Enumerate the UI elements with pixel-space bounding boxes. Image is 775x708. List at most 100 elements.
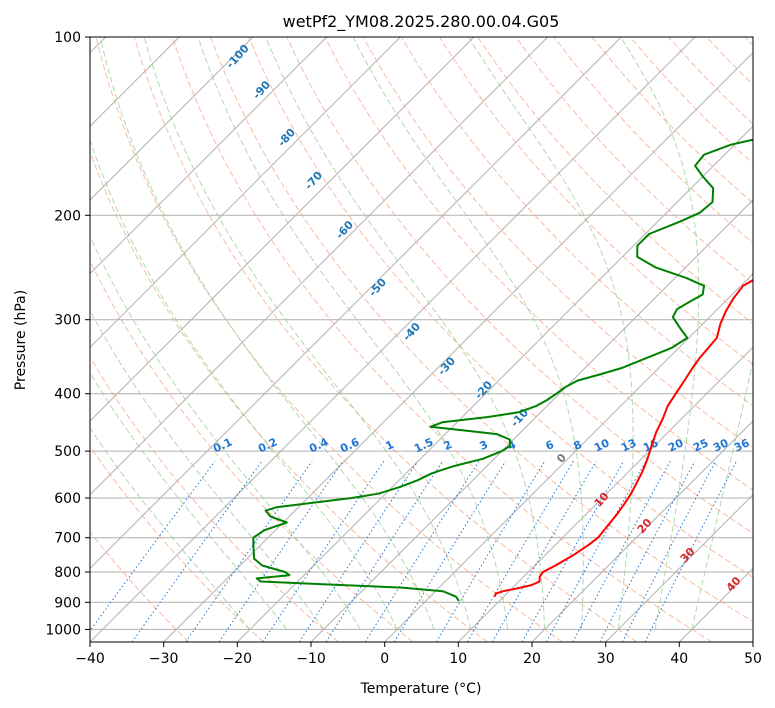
- dry-adiabat-line: [90, 445, 264, 642]
- mixing-ratio-line: [435, 460, 546, 642]
- x-tick-label: 50: [744, 651, 762, 667]
- isotherm-line: [752, 641, 753, 642]
- dry-adiabat-line: [95, 37, 563, 642]
- mixing-ratio-label: 10: [592, 436, 612, 454]
- x-tick-label: −20: [223, 651, 253, 667]
- dry-adiabat-label: 20: [635, 516, 655, 536]
- isotherm-line: [310, 199, 753, 642]
- x-tick-label: −10: [296, 651, 326, 667]
- x-tick-label: 40: [670, 651, 688, 667]
- dry-adiabat-line: [90, 531, 190, 642]
- dry-adiabat-line: [400, 37, 753, 407]
- isotherm-line: [605, 493, 753, 642]
- dry-adiabat-line: [90, 259, 414, 642]
- moist-adiabat-line: [691, 358, 753, 630]
- moist-adiabat-line: [265, 37, 546, 630]
- mixing-ratio-line: [90, 460, 216, 632]
- moist-adiabat-line: [197, 37, 509, 630]
- dry-adiabat-label: -60: [333, 218, 356, 242]
- isotherm-line: [90, 37, 475, 422]
- y-axis-label: Pressure (hPa): [13, 290, 29, 390]
- isotherm-line: [90, 37, 401, 349]
- moist-adiabat-line: [90, 138, 398, 630]
- mixing-ratio-line: [545, 460, 647, 642]
- dry-adiabat-line: [553, 37, 753, 244]
- mixing-ratio-line: [521, 460, 625, 642]
- plot-frame: [89, 36, 754, 643]
- dewpoint-profile-line: [252, 138, 753, 602]
- x-tick-label: 20: [523, 651, 541, 667]
- isotherm-line: [457, 346, 753, 642]
- isotherm-line: [90, 37, 549, 496]
- isotherm-line: [384, 272, 753, 642]
- grid-lines: [90, 37, 753, 642]
- moist-adiabat-line: [468, 37, 634, 630]
- y-tick-label: 900: [54, 595, 81, 611]
- dry-adiabat-line: [90, 150, 488, 642]
- dry-adiabat-line: [171, 37, 712, 642]
- reference-line-labels: -100-90-80-70-60-50-40-30-20-10010203040…: [211, 42, 752, 595]
- x-tick-label: 30: [597, 651, 615, 667]
- dry-adiabat-label: -20: [472, 378, 495, 402]
- mixing-ratio-line: [131, 460, 263, 642]
- y-tick-label: 200: [54, 208, 81, 224]
- dry-adiabat-label: -30: [435, 354, 458, 378]
- mixing-ratio-line: [185, 460, 313, 642]
- dry-adiabat-label: 30: [678, 545, 698, 565]
- mixing-ratio-label: 25: [691, 436, 710, 454]
- mixing-ratio-line: [262, 460, 385, 642]
- dry-adiabat-line: [133, 37, 638, 642]
- mixing-ratio-lines: [90, 460, 737, 642]
- dry-adiabat-line: [210, 37, 753, 623]
- dry-adiabat-line: [286, 37, 753, 534]
- isotherm-line: [90, 37, 622, 570]
- mixing-ratio-label: 0.6: [338, 435, 361, 455]
- moist-adiabat-line: [90, 234, 361, 630]
- mixing-ratio-line: [325, 460, 444, 642]
- mixing-ratio-line: [393, 460, 507, 642]
- moist-adiabat-line: [99, 37, 435, 630]
- mixing-ratio-line: [298, 460, 419, 642]
- mixing-ratio-label: 0.1: [211, 435, 234, 455]
- dry-adiabat-label: -90: [250, 78, 273, 102]
- isotherm-line: [90, 37, 254, 201]
- x-tick-label: −40: [75, 651, 105, 667]
- dry-adiabats: [90, 37, 753, 642]
- dry-adiabat-label: -80: [275, 126, 298, 150]
- mixing-ratio-line: [364, 460, 480, 642]
- x-tick-label: −30: [149, 651, 179, 667]
- temperature-profile-line: [493, 278, 753, 597]
- mixing-ratio-line: [467, 460, 574, 642]
- axis-ticks: −40 −30 −20 −10 0 10 20 30 40 5010020030040050060…: [45, 30, 762, 667]
- y-tick-label: 300: [54, 313, 81, 329]
- y-tick-label: 700: [54, 531, 81, 547]
- mixing-ratio-label: 1.5: [412, 435, 435, 455]
- mixing-ratio-label: 13: [619, 436, 638, 454]
- sounding-profiles: [252, 138, 753, 602]
- mixing-ratio-line: [599, 460, 696, 642]
- dry-adiabat-line: [744, 37, 753, 47]
- mixing-ratio-line: [621, 460, 717, 642]
- mixing-ratio-label: 30: [711, 436, 731, 454]
- dry-adiabat-line: [438, 37, 753, 366]
- isotherm-line: [90, 37, 328, 275]
- isotherm-line: [531, 420, 753, 642]
- moist-adiabats: [90, 37, 753, 630]
- isotherm-line: [236, 125, 753, 642]
- isotherm-line: [90, 37, 696, 642]
- moist-adiabat-line: [90, 371, 288, 630]
- dry-adiabat-label: -100: [224, 42, 252, 71]
- x-tick-label: 0: [380, 651, 389, 667]
- dry-adiabat-label: 40: [724, 574, 744, 594]
- dry-adiabat-label: -50: [366, 275, 389, 299]
- dry-adiabat-label: 10: [592, 489, 612, 509]
- mixing-ratio-label: 36: [732, 436, 752, 454]
- dry-adiabat-line: [90, 356, 339, 642]
- x-tick-label: 10: [449, 651, 467, 667]
- y-tick-label: 400: [54, 387, 81, 403]
- y-tick-label: 600: [54, 491, 81, 507]
- chart-title: wetPf2_YM08.2025.280.00.04.G05: [283, 12, 560, 32]
- y-tick-label: 800: [54, 565, 81, 581]
- y-tick-label: 100: [54, 30, 81, 46]
